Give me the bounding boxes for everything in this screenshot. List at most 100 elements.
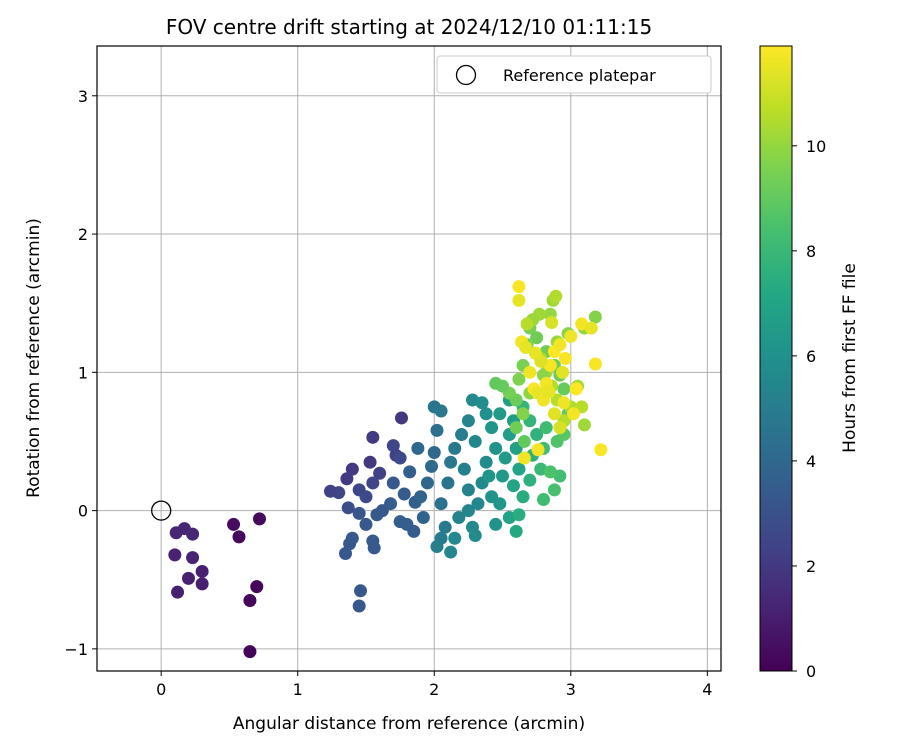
data-point xyxy=(594,443,608,457)
data-point xyxy=(523,365,537,379)
data-point xyxy=(530,428,544,442)
data-point xyxy=(168,548,182,562)
data-point xyxy=(397,487,411,501)
colorbar-ticks: 0 2 4 6 8 10 xyxy=(792,137,826,681)
legend-box xyxy=(436,55,712,94)
data-point xyxy=(536,493,550,507)
data-point xyxy=(475,396,489,410)
reference-platepar-marker xyxy=(151,500,172,521)
data-point xyxy=(461,414,475,428)
data-point xyxy=(427,446,441,460)
data-point xyxy=(506,479,520,493)
data-point xyxy=(430,423,444,437)
data-point xyxy=(557,382,571,396)
data-point xyxy=(577,418,591,432)
colorbar-tick-label: 4 xyxy=(806,452,816,471)
data-point xyxy=(489,517,503,531)
data-point xyxy=(181,571,195,585)
data-point xyxy=(530,331,544,345)
legend-reference-marker xyxy=(455,64,477,86)
data-point xyxy=(414,490,428,504)
data-point xyxy=(171,585,185,599)
data-point xyxy=(498,451,512,465)
data-point xyxy=(444,455,458,469)
data-point xyxy=(461,504,475,518)
data-point xyxy=(516,407,530,421)
data-point xyxy=(441,476,455,490)
colorbar-tick-label: 6 xyxy=(806,347,816,366)
data-point xyxy=(523,473,537,487)
data-point xyxy=(227,517,241,531)
data-point xyxy=(359,490,373,504)
x-tick-label: 4 xyxy=(702,680,712,699)
data-point xyxy=(195,577,209,591)
data-point xyxy=(345,462,359,476)
x-tick-label: 3 xyxy=(566,680,576,699)
data-point xyxy=(340,472,354,486)
data-point xyxy=(512,372,526,386)
data-point xyxy=(438,520,452,534)
data-point xyxy=(448,441,462,455)
data-point xyxy=(509,421,523,435)
data-point xyxy=(243,645,257,659)
data-point xyxy=(558,352,572,365)
x-tick-label: 2 xyxy=(429,680,439,699)
data-point xyxy=(569,382,583,396)
data-point xyxy=(531,443,545,457)
data-point xyxy=(367,541,381,555)
x-axis-label: Angular distance from reference (arcmin) xyxy=(233,714,585,734)
data-point xyxy=(471,497,485,511)
data-point xyxy=(252,512,266,526)
x-tick-label: 0 xyxy=(156,680,166,699)
axis-ticks: 0 1 2 3 4 −1 0 1 2 3 xyxy=(64,87,712,699)
data-point xyxy=(543,465,557,479)
data-point xyxy=(195,564,209,578)
data-point xyxy=(384,497,398,511)
data-point xyxy=(516,490,530,504)
y-tick-label: 0 xyxy=(78,502,88,521)
data-point xyxy=(407,524,421,538)
data-point xyxy=(430,540,444,554)
data-point xyxy=(584,321,598,335)
data-point xyxy=(489,441,503,455)
data-point xyxy=(564,329,578,343)
colorbar-tick-label: 0 xyxy=(806,662,816,681)
data-point xyxy=(482,469,496,483)
y-tick-label: 1 xyxy=(78,363,88,382)
data-point xyxy=(359,517,373,531)
data-point xyxy=(363,455,377,469)
data-point xyxy=(448,531,462,545)
data-point xyxy=(386,476,400,490)
x-tick-label: 1 xyxy=(293,680,303,699)
data-point xyxy=(496,469,510,483)
data-point xyxy=(416,511,430,525)
data-point xyxy=(545,316,559,330)
reference-marker-layer xyxy=(151,500,172,521)
data-point xyxy=(366,476,380,490)
data-point xyxy=(352,599,366,613)
data-point xyxy=(455,428,469,442)
colorbar-frame xyxy=(759,45,793,672)
data-point xyxy=(547,483,561,497)
data-point xyxy=(323,484,337,498)
y-axis-label: Rotation from reference (arcmin) xyxy=(24,218,44,498)
data-point xyxy=(186,527,200,541)
data-point xyxy=(556,365,570,379)
data-point xyxy=(512,280,526,294)
plot-frame xyxy=(96,45,722,672)
data-point xyxy=(411,441,425,455)
data-point xyxy=(352,506,366,520)
data-point xyxy=(425,459,439,473)
data-point xyxy=(434,404,448,418)
data-point xyxy=(444,545,458,559)
data-point xyxy=(420,476,434,490)
data-point xyxy=(468,528,482,542)
data-point xyxy=(485,421,499,435)
data-point xyxy=(553,421,567,435)
y-tick-label: −1 xyxy=(64,640,88,659)
data-point xyxy=(403,465,417,479)
data-point xyxy=(547,407,561,421)
data-point xyxy=(354,584,368,598)
data-point xyxy=(520,317,534,331)
